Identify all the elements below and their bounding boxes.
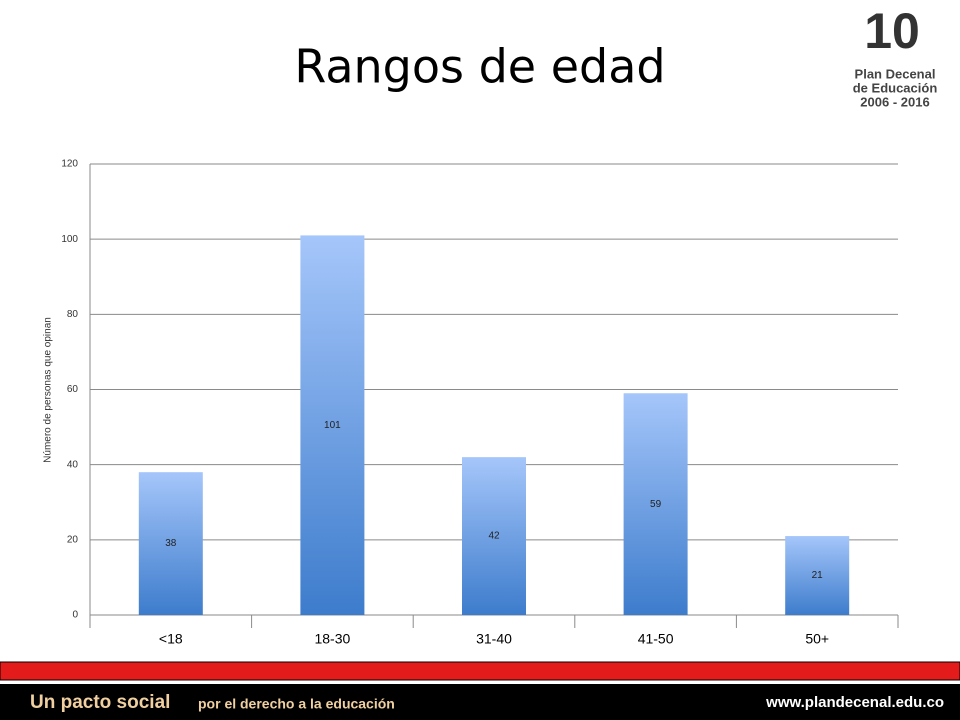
- footer-band: [0, 661, 960, 681]
- data-label: 21: [812, 570, 824, 581]
- x-tick-label: 50+: [805, 631, 829, 647]
- data-label: 101: [324, 420, 341, 431]
- logo-line: de Educación: [853, 80, 938, 95]
- bar: [623, 393, 688, 615]
- y-tick-label: 80: [67, 309, 79, 320]
- y-tick-label: 20: [67, 534, 79, 545]
- y-tick-label: 100: [61, 234, 78, 245]
- footer-bar: [0, 684, 960, 720]
- bar: [462, 457, 526, 615]
- x-tick-label: 31-40: [476, 631, 512, 647]
- y-tick-label: 120: [61, 159, 78, 170]
- y-tick-label: 60: [67, 384, 79, 395]
- bar: [785, 536, 850, 615]
- data-label: 38: [165, 538, 177, 549]
- bar: [300, 235, 365, 616]
- data-label: 42: [488, 531, 500, 542]
- footer-slogan-rest: por el derecho a la educación: [198, 696, 395, 712]
- y-tick-label: 40: [67, 459, 79, 470]
- x-tick-label: 41-50: [638, 631, 674, 647]
- logo-line: 2006 - 2016: [860, 94, 929, 109]
- x-tick-label: 18-30: [314, 631, 350, 647]
- data-label: 59: [650, 499, 662, 510]
- bar: [138, 472, 203, 615]
- y-tick-label: 0: [72, 610, 78, 621]
- footer-slogan: Un pacto social: [30, 692, 170, 713]
- footer-url: www.plandecenal.edu.co: [765, 694, 944, 711]
- logo: 10 Plan Decenal de Educación 2006 - 2016: [853, 3, 938, 109]
- x-tick-label: <18: [159, 631, 183, 647]
- logo-number: 10: [864, 3, 920, 59]
- y-axis-label: Número de personas que opinan: [43, 317, 54, 463]
- chart-title: Rangos de edad: [294, 40, 665, 94]
- logo-line: Plan Decenal: [855, 66, 936, 81]
